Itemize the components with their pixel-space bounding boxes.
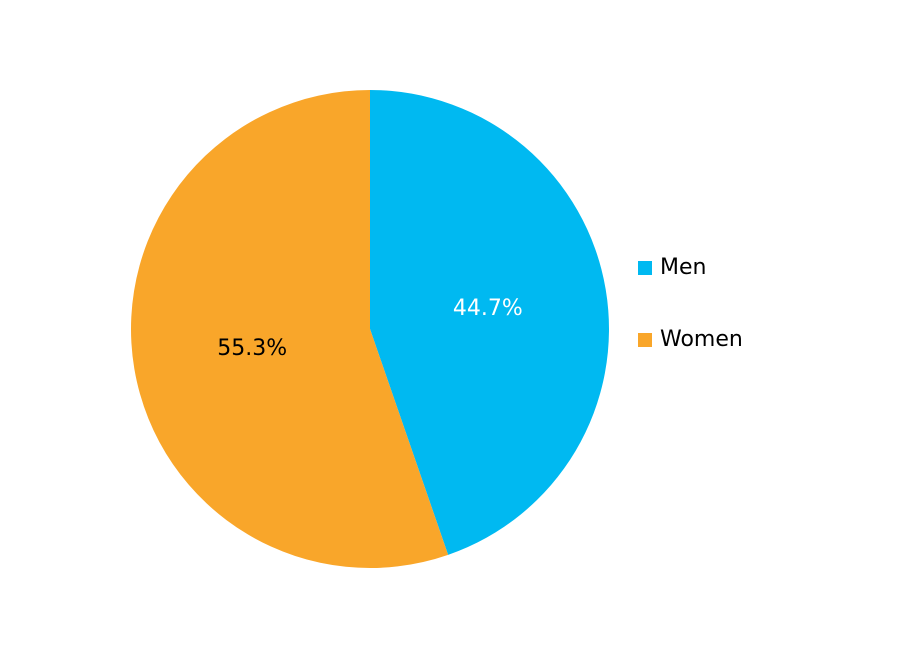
legend-label: Women bbox=[660, 327, 743, 352]
slice-label: 55.3% bbox=[217, 336, 287, 361]
pie-slice bbox=[130, 90, 449, 569]
legend-swatch bbox=[638, 333, 652, 347]
slice-label: 44.7% bbox=[453, 296, 523, 321]
pie-slice bbox=[370, 90, 609, 555]
legend-label: Men bbox=[660, 255, 706, 280]
legend-swatch bbox=[638, 261, 652, 275]
